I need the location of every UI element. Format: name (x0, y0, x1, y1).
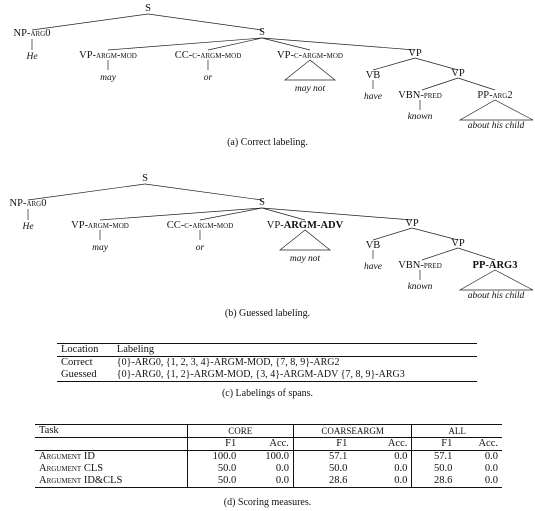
vp-inner-label: VP (451, 68, 465, 79)
caption-d: (d) Scoring measures. (0, 497, 535, 508)
vb-label: VB (366, 240, 381, 251)
vb-label: VB (366, 70, 381, 81)
word-he: He (21, 222, 33, 232)
word-he: He (25, 52, 37, 62)
table-row: Correct {0}-ARG0, {1, 2, 3, 4}-ARGM-MOD,… (57, 357, 477, 370)
vp-argm-adv-label: VP-ARGM-ADV (267, 220, 344, 231)
np-label: NP-arg0 (14, 28, 51, 39)
word-may-not: may not (295, 84, 326, 94)
word-may: may (92, 243, 109, 253)
caption-a: (a) Correct labeling. (0, 137, 535, 148)
word-or: or (196, 243, 205, 253)
table-row: Guessed {0}-ARG0, {1, 2}-ARGM-MOD, {3, 4… (57, 369, 477, 382)
caption-b: (b) Guessed labeling. (0, 308, 535, 319)
word-about: about his child (468, 121, 525, 130)
col-labeling: Labeling (113, 344, 477, 357)
word-known: known (408, 112, 433, 122)
s-root-label: S (142, 173, 148, 184)
word-have: have (364, 92, 382, 102)
s-label: S (259, 27, 265, 38)
pp-label: PP-arg2 (477, 90, 512, 101)
vp-mod-label: VP-argm-mod (79, 50, 137, 61)
vbn-label: VBN-pred (398, 90, 442, 101)
group-core: CORE (187, 425, 293, 438)
vp-inner-label: VP (451, 238, 465, 249)
vp-c-mod-label: VP-c-argm-mod (277, 50, 343, 61)
col-location: Location (57, 344, 113, 357)
s-root-label: S (145, 3, 151, 14)
group-all: ALL (412, 425, 502, 438)
word-may: may (100, 73, 117, 83)
word-have: have (364, 262, 382, 272)
caption-c: (c) Labelings of spans. (0, 388, 535, 399)
vp-mod-label: VP-argm-mod (71, 220, 129, 231)
tree-correct: S S NP-arg0 He VP-argm-mod may CC-c-argm… (0, 0, 535, 130)
vp-label: VP (408, 48, 422, 59)
s-label: S (259, 197, 265, 208)
group-coarseargm: COARSEARGM (293, 425, 411, 438)
spans-table: Location Labeling Correct {0}-ARG0, {1, … (57, 343, 477, 382)
table-row: Argument ID 100.0 100.0 57.1 0.0 57.1 0.… (35, 451, 502, 464)
cc-label: CC-c-argm-mod (175, 50, 242, 61)
table-row: Argument CLS 50.0 0.0 50.0 0.0 50.0 0.0 (35, 463, 502, 475)
word-known: known (408, 282, 433, 292)
scoring-table: Task CORE COARSEARGM ALL F1 Acc. F1 Acc.… (35, 424, 502, 488)
table-header-row: Location Labeling (57, 344, 477, 357)
word-or: or (204, 73, 213, 83)
word-may-not: may not (290, 254, 321, 264)
pp-arg3-label: PP-ARG3 (473, 260, 518, 271)
col-task: Task (35, 425, 187, 438)
table-row: Argument ID&CLS 50.0 0.0 28.6 0.0 28.6 0… (35, 475, 502, 488)
np-label: NP-arg0 (10, 198, 47, 209)
vbn-label: VBN-pred (398, 260, 442, 271)
vp-label: VP (405, 218, 419, 229)
tree-guessed: S S NP-arg0 He VP-argm-mod may CC-c-argm… (0, 170, 535, 305)
cc-label: CC-c-argm-mod (167, 220, 234, 231)
word-about: about his child (468, 291, 525, 301)
